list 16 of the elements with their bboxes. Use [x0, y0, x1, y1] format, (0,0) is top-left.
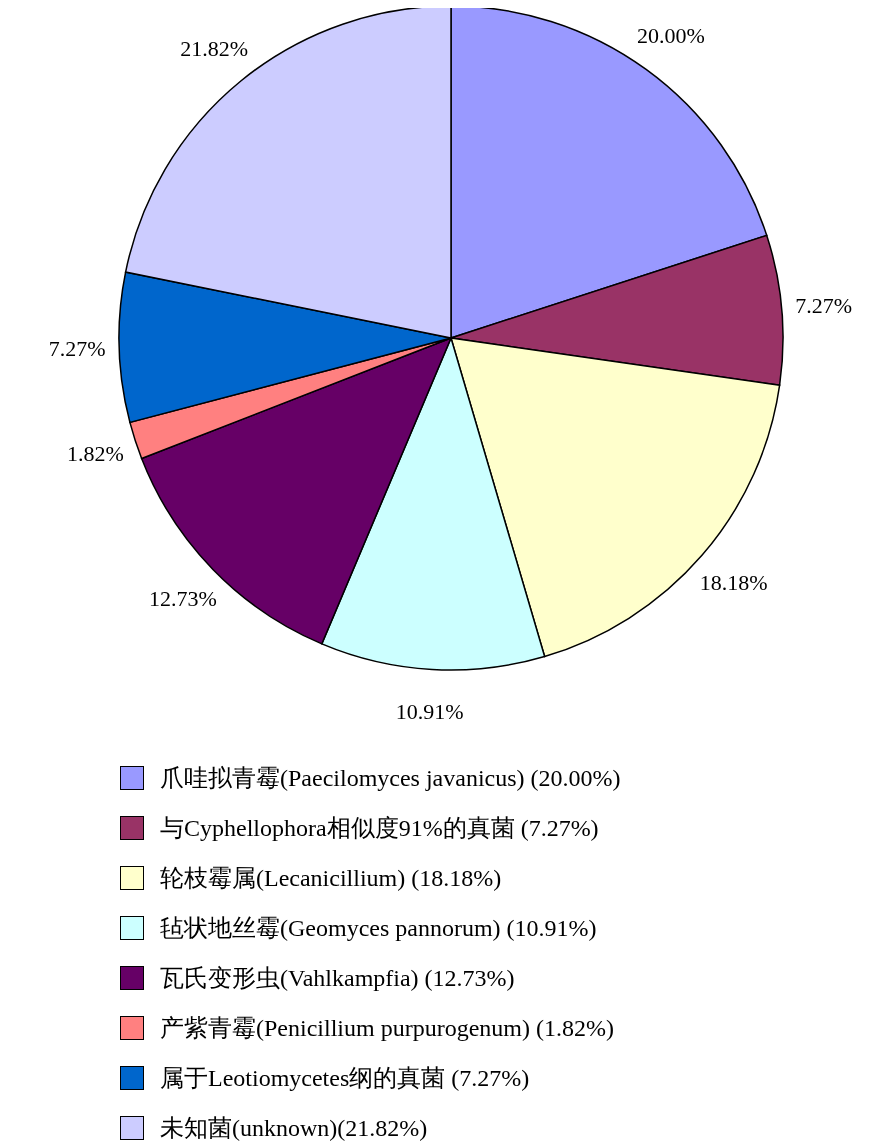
data-label: 21.82% [180, 35, 249, 61]
data-label: 12.73% [148, 586, 217, 612]
legend-label: 轮枝霉属(Lecanicillium) (18.18%) [160, 864, 502, 893]
legend-label: 瓦氏变形虫(Vahlkampfia) (12.73%) [160, 964, 515, 993]
data-label: 7.27% [48, 336, 106, 362]
legend-label: 与Cyphellophora相似度91%的真菌 (7.27%) [160, 814, 599, 843]
data-label: 7.27% [795, 293, 853, 319]
legend-label: 毡状地丝霉(Geomyces pannorum) (10.91%) [160, 914, 597, 943]
data-label: 1.82% [66, 441, 124, 467]
legend-label: 未知菌(unknown)(21.82%) [160, 1114, 428, 1143]
legend-label: 属于Leotiomycetes纲的真菌 (7.27%) [160, 1064, 530, 1093]
data-label: 10.91% [395, 698, 464, 724]
legend-label: 爪哇拟青霉(Paecilomyces javanicus) (20.00%) [160, 764, 621, 793]
data-label: 18.18% [699, 570, 768, 596]
data-label: 20.00% [636, 22, 705, 48]
legend-label: 产紫青霉(Penicillium purpurogenum) (1.82%) [160, 1014, 614, 1043]
